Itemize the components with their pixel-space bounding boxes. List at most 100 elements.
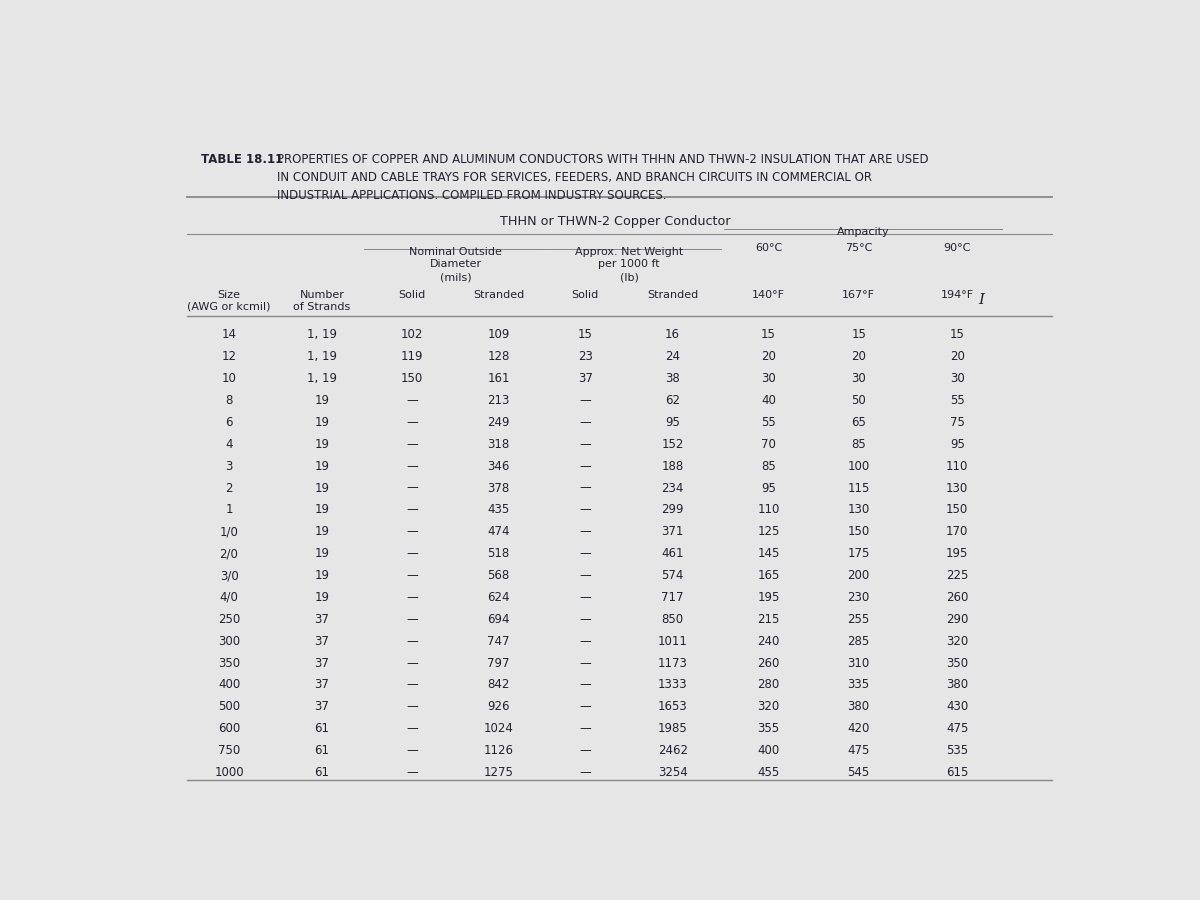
Text: 380: 380 xyxy=(946,679,968,691)
Text: —: — xyxy=(407,569,418,582)
Text: 1/0: 1/0 xyxy=(220,526,239,538)
Text: 40: 40 xyxy=(761,394,776,407)
Text: —: — xyxy=(580,394,592,407)
Text: 15: 15 xyxy=(851,328,866,341)
Text: 2: 2 xyxy=(226,482,233,494)
Text: 255: 255 xyxy=(847,613,870,626)
Text: 61: 61 xyxy=(314,744,330,757)
Text: 400: 400 xyxy=(757,744,780,757)
Text: 4: 4 xyxy=(226,437,233,451)
Text: 140°F: 140°F xyxy=(752,290,785,300)
Text: 250: 250 xyxy=(218,613,240,626)
Text: Nominal Outside
Diameter
(mils): Nominal Outside Diameter (mils) xyxy=(409,247,502,283)
Text: 19: 19 xyxy=(314,437,330,451)
Text: 19: 19 xyxy=(314,526,330,538)
Text: 300: 300 xyxy=(218,634,240,648)
Text: —: — xyxy=(580,613,592,626)
Text: 371: 371 xyxy=(661,526,684,538)
Text: 37: 37 xyxy=(578,372,593,385)
Text: 518: 518 xyxy=(487,547,510,560)
Text: 1011: 1011 xyxy=(658,634,688,648)
Text: —: — xyxy=(407,679,418,691)
Text: 115: 115 xyxy=(847,482,870,494)
Text: 19: 19 xyxy=(314,569,330,582)
Text: 299: 299 xyxy=(661,503,684,517)
Text: 70: 70 xyxy=(761,437,776,451)
Text: —: — xyxy=(580,722,592,735)
Text: —: — xyxy=(407,437,418,451)
Text: 475: 475 xyxy=(847,744,870,757)
Text: 234: 234 xyxy=(661,482,684,494)
Text: 100: 100 xyxy=(847,460,870,473)
Text: 926: 926 xyxy=(487,700,510,714)
Text: —: — xyxy=(407,394,418,407)
Text: —: — xyxy=(407,591,418,604)
Text: 1000: 1000 xyxy=(215,766,244,779)
Text: —: — xyxy=(580,700,592,714)
Text: 615: 615 xyxy=(946,766,968,779)
Text: 430: 430 xyxy=(946,700,968,714)
Text: 61: 61 xyxy=(314,722,330,735)
Text: 797: 797 xyxy=(487,657,510,670)
Text: 1: 1 xyxy=(226,503,233,517)
Text: 130: 130 xyxy=(946,482,968,494)
Text: 290: 290 xyxy=(946,613,968,626)
Text: 400: 400 xyxy=(218,679,240,691)
Text: 320: 320 xyxy=(757,700,780,714)
Text: 380: 380 xyxy=(847,700,870,714)
Text: —: — xyxy=(407,634,418,648)
Text: —: — xyxy=(407,526,418,538)
Text: 19: 19 xyxy=(314,460,330,473)
Text: 3: 3 xyxy=(226,460,233,473)
Text: 30: 30 xyxy=(761,372,776,385)
Text: 75: 75 xyxy=(950,416,965,429)
Text: 55: 55 xyxy=(761,416,776,429)
Text: —: — xyxy=(580,569,592,582)
Text: 85: 85 xyxy=(761,460,776,473)
Text: 474: 474 xyxy=(487,526,510,538)
Text: 165: 165 xyxy=(757,569,780,582)
Text: 850: 850 xyxy=(661,613,684,626)
Text: —: — xyxy=(580,679,592,691)
Text: —: — xyxy=(580,437,592,451)
Text: 30: 30 xyxy=(950,372,965,385)
Text: 37: 37 xyxy=(314,634,330,648)
Text: 750: 750 xyxy=(218,744,240,757)
Text: 119: 119 xyxy=(401,350,424,364)
Text: 310: 310 xyxy=(847,657,870,670)
Text: 150: 150 xyxy=(946,503,968,517)
Text: 55: 55 xyxy=(950,394,965,407)
Text: 62: 62 xyxy=(665,394,680,407)
Text: 65: 65 xyxy=(851,416,866,429)
Text: 90°C: 90°C xyxy=(943,243,971,253)
Text: 842: 842 xyxy=(487,679,510,691)
Text: 455: 455 xyxy=(757,766,780,779)
Text: 6: 6 xyxy=(226,416,233,429)
Text: 200: 200 xyxy=(847,569,870,582)
Text: 175: 175 xyxy=(847,547,870,560)
Text: 213: 213 xyxy=(487,394,510,407)
Text: 37: 37 xyxy=(314,613,330,626)
Text: 38: 38 xyxy=(665,372,680,385)
Text: 19: 19 xyxy=(314,394,330,407)
Text: 37: 37 xyxy=(314,679,330,691)
Text: 1275: 1275 xyxy=(484,766,514,779)
Text: Approx. Net Weight
per 1000 ft
(lb): Approx. Net Weight per 1000 ft (lb) xyxy=(575,247,683,283)
Text: 280: 280 xyxy=(757,679,780,691)
Text: 500: 500 xyxy=(218,700,240,714)
Text: —: — xyxy=(407,766,418,779)
Text: 545: 545 xyxy=(847,766,870,779)
Text: 128: 128 xyxy=(487,350,510,364)
Text: 1, 19: 1, 19 xyxy=(307,372,337,385)
Text: 20: 20 xyxy=(950,350,965,364)
Text: 125: 125 xyxy=(757,526,780,538)
Text: —: — xyxy=(407,700,418,714)
Text: 260: 260 xyxy=(946,591,968,604)
Text: 75°C: 75°C xyxy=(845,243,872,253)
Text: 161: 161 xyxy=(487,372,510,385)
Text: —: — xyxy=(407,503,418,517)
Text: —: — xyxy=(580,766,592,779)
Text: —: — xyxy=(580,634,592,648)
Text: —: — xyxy=(580,503,592,517)
Text: 717: 717 xyxy=(661,591,684,604)
